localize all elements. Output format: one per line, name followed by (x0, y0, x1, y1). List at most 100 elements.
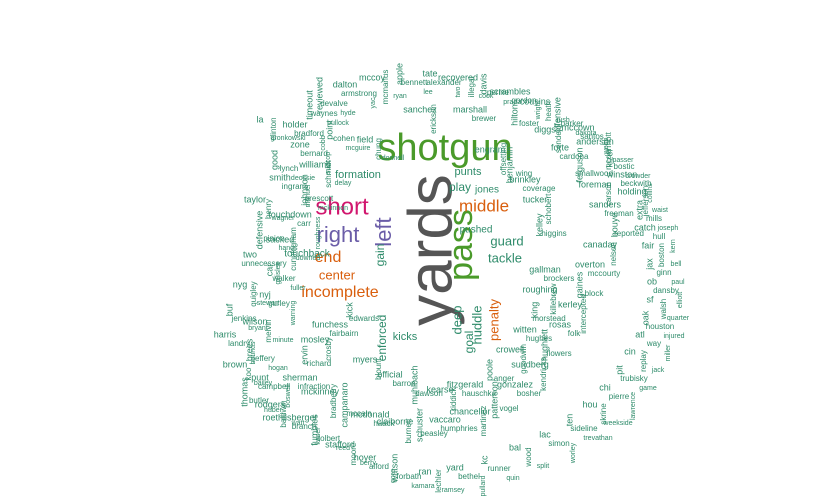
word-canaday: canaday (583, 239, 618, 249)
word-paul: paul (671, 279, 685, 286)
word-gronkowski: gronkowski (270, 135, 305, 142)
word-burnett: burnett (404, 418, 413, 444)
word-beasley: beasley (420, 429, 448, 438)
word-landry: landry (228, 339, 250, 348)
word-atl: atl (635, 329, 645, 339)
word-zone: zone (290, 139, 310, 149)
word-diggs: diggs (534, 124, 556, 134)
word-warning: warning (290, 301, 297, 327)
word-quarter: quarter (667, 315, 690, 322)
word-holder: holder (282, 119, 307, 129)
word-benjamin: benjamin (504, 147, 514, 184)
word-poole: poole (484, 359, 494, 381)
word-sf: sf (646, 294, 654, 304)
word-berry: berry (360, 460, 376, 467)
word-stewart: stewart (257, 300, 280, 307)
word-mccain: mccain (346, 409, 371, 418)
word-kc: kc (479, 455, 489, 465)
word-cardona: cardona (560, 152, 589, 161)
word-morstead: morstead (532, 314, 565, 323)
word-yac: yac (370, 97, 377, 108)
word-funchess: funchess (312, 319, 349, 329)
word-lawrence: lawrence (630, 392, 637, 420)
word-freeman: freeman (604, 209, 633, 218)
word-pass: pass (442, 209, 480, 281)
word-offsetting: offsetting (499, 143, 508, 175)
word-wing: wing (515, 169, 532, 178)
word-hogan: hogan (268, 365, 288, 372)
word-butler: butler (249, 396, 269, 405)
word-mccoy: mccoy (359, 72, 386, 82)
word-watt: watt (291, 420, 305, 427)
word-unnecessary: unnecessary (241, 259, 286, 268)
word-vaccaro: vaccaro (429, 414, 461, 424)
word-la: la (256, 114, 263, 124)
word-chancellor: chancellor (449, 406, 490, 416)
word-kick: kick (344, 302, 354, 318)
word-crosby: crosby (324, 337, 333, 361)
word-kaser: kaser (315, 427, 322, 445)
word-lechler: lechler (434, 469, 443, 493)
word-point: point (324, 120, 334, 140)
word-clinton: clinton (269, 117, 278, 140)
word-punt: punt (251, 372, 269, 382)
word-gonzalez: gonzalez (497, 379, 534, 389)
word-pinion: pinion (263, 234, 284, 243)
word-mills: mills (646, 214, 662, 223)
word-gillislee: gillislee (275, 261, 282, 284)
word-parker: parker (561, 119, 584, 128)
word-extra: extra (634, 200, 644, 220)
word-buf: buf (224, 303, 234, 316)
word-roughing: roughing (522, 284, 557, 294)
word-devalve: devalve (320, 99, 348, 108)
word-jax: jax (644, 258, 654, 271)
word-houston: houston (646, 322, 674, 331)
word-heath: heath (544, 101, 553, 121)
word-bostic: bostic (614, 162, 635, 171)
word-reviewed: reviewed (314, 77, 324, 113)
word-hauschka: hauschka (462, 389, 497, 398)
word-ferguson: ferguson (574, 147, 584, 182)
word-koo: koo (244, 367, 253, 380)
word-witten: witten (512, 324, 537, 334)
word-tate: tate (422, 68, 437, 78)
word-roethlisberger: roethlisberger (262, 412, 317, 422)
word-tucker: tucker (523, 194, 548, 204)
word-yards: yards (396, 174, 465, 326)
word-santos: santos (580, 132, 604, 141)
word-kearse: kearse (426, 384, 453, 394)
word-gore: gore (390, 469, 397, 483)
word-carr: carr (297, 219, 311, 228)
word-recovered: recovered (438, 72, 478, 82)
word-mckinnon: mckinnon (318, 205, 348, 212)
word-wagner: wagner (271, 215, 296, 222)
word-good: good (269, 150, 279, 170)
word-hands: hands (278, 245, 298, 252)
word-ran: ran (418, 466, 431, 476)
word-ervin: ervin (299, 345, 309, 365)
word-sacked: sacked (266, 234, 295, 244)
word-johnson: johnson (299, 174, 309, 207)
word-gurley: gurley (268, 299, 290, 308)
word-barron: barron (392, 379, 415, 388)
word-pierre: pierre (609, 392, 630, 401)
word-reported: reported (614, 229, 644, 238)
word-ob: ob (647, 276, 657, 286)
word-kamara: kamara (411, 483, 434, 490)
word-hull: hull (653, 232, 666, 241)
word-bethel: bethel (458, 472, 480, 481)
word-chung: chung (374, 138, 383, 160)
word-play: play (449, 180, 471, 194)
word-nyg: nyg (233, 279, 248, 289)
word-armstrong: armstrong (341, 89, 377, 98)
word-bouye: bouye (609, 213, 619, 238)
word-hou: hou (582, 399, 597, 409)
word-nelson: nelson (609, 242, 618, 266)
word-gain: gain (373, 244, 387, 267)
word-hoyer: hoyer (354, 452, 377, 462)
word-mckinney: mckinney (301, 386, 340, 396)
word-game: game (639, 385, 657, 392)
word-huddle: huddle (469, 305, 484, 344)
